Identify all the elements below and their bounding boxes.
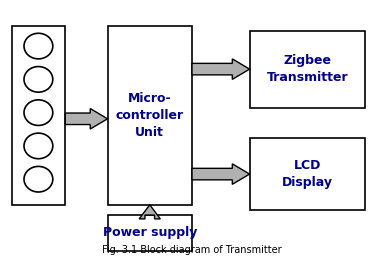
- Ellipse shape: [24, 67, 53, 92]
- Ellipse shape: [24, 33, 53, 59]
- Polygon shape: [192, 59, 250, 79]
- Polygon shape: [192, 164, 250, 184]
- Bar: [108, 26, 192, 205]
- Bar: [250, 31, 365, 108]
- Ellipse shape: [24, 100, 53, 125]
- Bar: [12, 26, 65, 205]
- Text: LCD
Display: LCD Display: [282, 159, 333, 189]
- Bar: [108, 215, 192, 251]
- Text: Fig. 3.1 Block diagram of Transmitter: Fig. 3.1 Block diagram of Transmitter: [102, 245, 282, 255]
- Polygon shape: [139, 205, 161, 219]
- Text: Power supply: Power supply: [103, 227, 197, 239]
- Ellipse shape: [24, 133, 53, 159]
- Text: Micro-
controller
Unit: Micro- controller Unit: [116, 92, 184, 139]
- Ellipse shape: [24, 166, 53, 192]
- Bar: [250, 138, 365, 210]
- Polygon shape: [65, 109, 108, 129]
- Text: Zigbee
Transmitter: Zigbee Transmitter: [266, 54, 348, 84]
